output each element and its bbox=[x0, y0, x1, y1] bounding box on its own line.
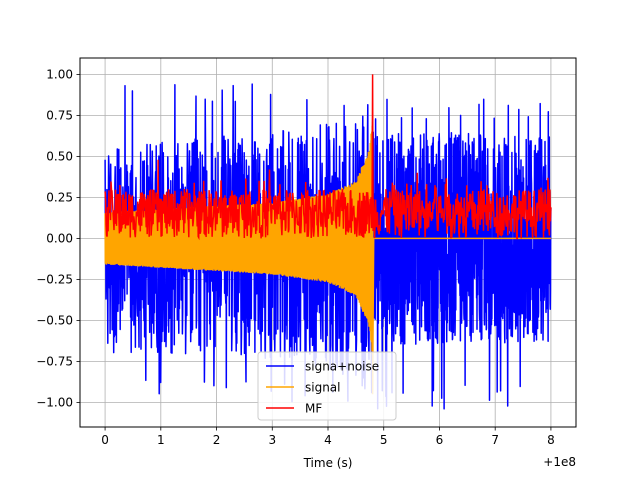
x-tick-label: 7 bbox=[491, 433, 499, 447]
y-tick-label: 0.25 bbox=[46, 190, 73, 204]
y-tick-label: −0.25 bbox=[36, 272, 73, 286]
y-tick-label: −0.75 bbox=[36, 354, 73, 368]
x-tick-label: 5 bbox=[380, 433, 388, 447]
y-axis: −1.00 −0.75 −0.50 −0.25 0.00 0.25 0.50 0.75 1.00 bbox=[36, 67, 80, 409]
legend-label: signa+noise bbox=[305, 360, 379, 374]
x-tick-label: 8 bbox=[547, 433, 555, 447]
legend: signa+noise signal MF bbox=[257, 351, 397, 421]
legend-label: MF bbox=[305, 402, 322, 416]
y-tick-label: −1.00 bbox=[36, 395, 73, 409]
y-tick-label: 1.00 bbox=[46, 67, 73, 81]
legend-label: signal bbox=[305, 381, 341, 395]
x-tick-label: 6 bbox=[436, 433, 444, 447]
legend-box bbox=[257, 351, 397, 421]
x-tick-label: 3 bbox=[268, 433, 276, 447]
series-layer bbox=[104, 74, 552, 410]
x-tick-label: 2 bbox=[213, 433, 221, 447]
x-offset-label: +1e8 bbox=[543, 455, 576, 469]
y-tick-label: 0.75 bbox=[46, 108, 73, 122]
series-signa-noise-line bbox=[371, 98, 552, 410]
series-mf-line bbox=[104, 74, 552, 241]
x-axis-label: Time (s) bbox=[303, 456, 353, 470]
y-tick-label: −0.50 bbox=[36, 313, 73, 327]
y-tick-label: 0.00 bbox=[46, 231, 73, 245]
x-tick-label: 4 bbox=[324, 433, 332, 447]
y-tick-label: 0.50 bbox=[46, 149, 73, 163]
x-tick-label: 0 bbox=[101, 433, 109, 447]
x-tick-label: 1 bbox=[157, 433, 165, 447]
x-axis: 0 1 2 3 4 5 6 7 8 bbox=[101, 427, 555, 447]
